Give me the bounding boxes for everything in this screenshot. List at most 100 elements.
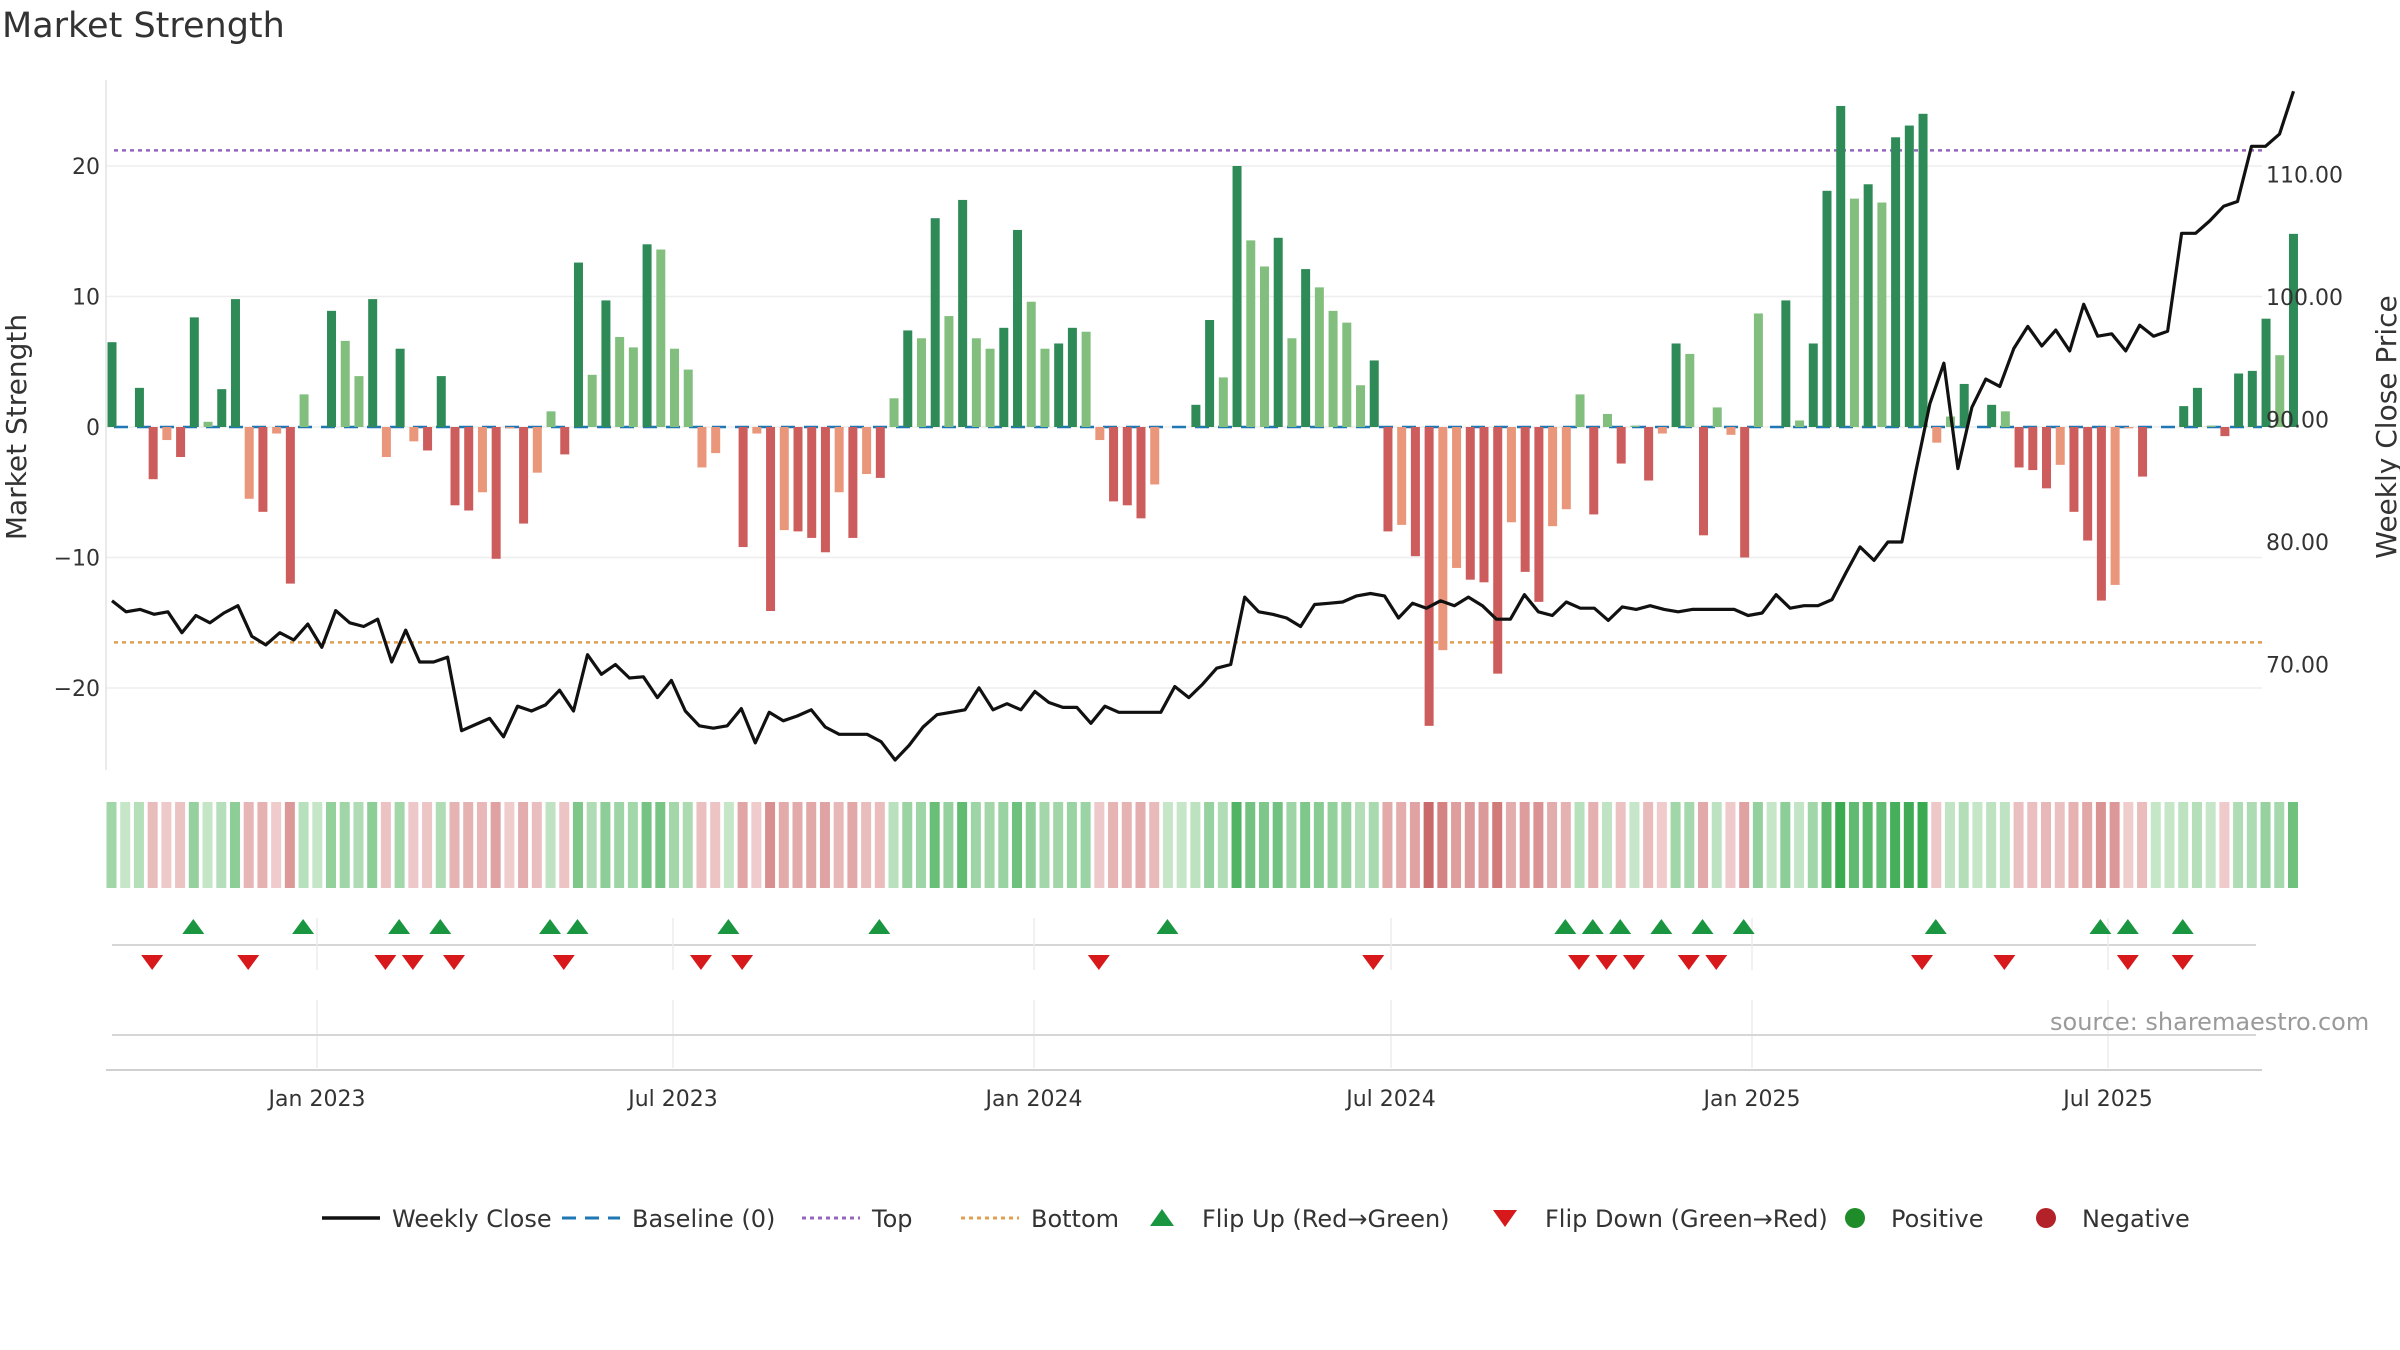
strength-bar xyxy=(505,427,515,429)
heatmap-cell xyxy=(133,802,144,888)
heatmap-cell xyxy=(1533,802,1544,888)
heatmap-cell xyxy=(998,802,1009,888)
heatmap-cell xyxy=(1629,802,1640,888)
heatmap-cell xyxy=(1739,802,1750,888)
strength-bar xyxy=(134,387,144,427)
heatmap-cell xyxy=(847,802,858,888)
legend-swatch-dot xyxy=(1845,1208,1865,1228)
flip-down-marker xyxy=(1677,955,1700,970)
strength-bar xyxy=(999,327,1009,427)
x-axis: Jan 2023 Jul 2023 Jan 2024 Jul 2024 Jan 2025… xyxy=(106,1000,2262,1112)
flip-markers xyxy=(112,918,2256,970)
heatmap-cell xyxy=(1300,802,1311,888)
heatmap-cell xyxy=(2054,802,2065,888)
strength-bar xyxy=(1685,353,1695,427)
flip-down-marker xyxy=(552,955,575,970)
heatmap-cell xyxy=(1382,802,1393,888)
flip-down-marker xyxy=(1993,955,2016,970)
heatmap-cell xyxy=(2109,802,2120,888)
y-right-tick-label: 100.00 xyxy=(2266,286,2343,311)
heatmap-cell xyxy=(696,802,707,888)
strength-bar xyxy=(2206,425,2216,427)
strength-bar xyxy=(244,427,254,499)
legend-item: Negative xyxy=(2036,1205,2190,1233)
strength-bar xyxy=(2288,233,2298,427)
heatmap-cell xyxy=(490,802,501,888)
y-left-tick-label: 0 xyxy=(86,416,100,441)
y-right-tick-label: 90.00 xyxy=(2266,409,2329,434)
heatmap-cell xyxy=(435,802,446,888)
strength-bar xyxy=(1136,427,1146,519)
heatmap-cell xyxy=(1848,802,1859,888)
strength-bar xyxy=(1246,240,1256,427)
right-axis: 70.00 80.00 90.00 100.00 110.00 Weekly Close … xyxy=(2266,164,2400,679)
heatmap-cell xyxy=(1478,802,1489,888)
strength-bar xyxy=(1259,266,1269,427)
heatmap-cell xyxy=(2164,802,2175,888)
heatmap-cell xyxy=(874,802,885,888)
heatmap-cell xyxy=(765,802,776,888)
strength-bar xyxy=(916,338,926,427)
heatmap-cell xyxy=(1505,802,1516,888)
heatmap-cell xyxy=(1903,802,1914,888)
strength-bar xyxy=(1836,105,1846,427)
flip-down-marker xyxy=(1362,955,1385,970)
strength-bar xyxy=(656,249,666,427)
strength-bar xyxy=(491,427,501,559)
strength-bar xyxy=(2055,427,2065,465)
heatmap-cell xyxy=(1108,802,1119,888)
strength-bar xyxy=(272,427,282,434)
strength-bar xyxy=(1054,343,1064,427)
flip-up-marker xyxy=(868,919,891,934)
strength-bar xyxy=(1575,394,1585,427)
strength-bar xyxy=(1822,190,1832,427)
heatmap-cell xyxy=(1286,802,1297,888)
strength-bar xyxy=(766,427,776,612)
heatmap-cell xyxy=(120,802,131,888)
x-tick-label: Jan 2025 xyxy=(1702,1087,1801,1112)
strength-bar xyxy=(1493,427,1503,674)
heatmap-cell xyxy=(394,802,405,888)
flip-up-marker xyxy=(1650,919,1673,934)
strength-bar xyxy=(1465,427,1475,580)
strength-bar xyxy=(615,336,625,427)
heatmap-cell xyxy=(902,802,913,888)
flip-down-marker xyxy=(1911,955,1934,970)
x-tick-label: Jul 2023 xyxy=(626,1087,718,1112)
strength-bar xyxy=(1356,385,1366,427)
heatmap-cell xyxy=(1821,802,1832,888)
legend-item: Flip Down (Green→Red) xyxy=(1493,1205,1828,1233)
heatmap-cell xyxy=(408,802,419,888)
heatmap-cell xyxy=(1725,802,1736,888)
heatmap-cell xyxy=(1601,802,1612,888)
heatmap-cell xyxy=(1574,802,1585,888)
heatmap-cell xyxy=(957,802,968,888)
strength-bar xyxy=(258,427,268,512)
y-right-axis-title: Weekly Close Price xyxy=(2370,295,2400,558)
heatmap-cell xyxy=(1698,802,1709,888)
heatmap-cell xyxy=(1396,802,1407,888)
heatmap-cell xyxy=(792,802,803,888)
strength-bars xyxy=(107,105,2298,726)
heatmap-cell xyxy=(2027,802,2038,888)
flip-up-marker xyxy=(1609,919,1632,934)
heatmap-cell xyxy=(504,802,515,888)
strength-bar xyxy=(848,427,858,538)
strength-bar xyxy=(1081,331,1091,427)
legend-item: Top xyxy=(802,1205,913,1233)
chart-title: Market Strength xyxy=(2,6,285,46)
strength-bar xyxy=(1026,301,1036,427)
heatmap-cell xyxy=(806,802,817,888)
flip-down-marker xyxy=(2171,955,2194,970)
flip-down-marker xyxy=(374,955,397,970)
heatmap-cell xyxy=(463,802,474,888)
heatmap-cell xyxy=(476,802,487,888)
strength-bar xyxy=(1328,310,1338,427)
heatmap-cell xyxy=(1780,802,1791,888)
flip-up-marker xyxy=(1554,919,1577,934)
heatmap-cell xyxy=(367,802,378,888)
heatmap-cell xyxy=(1355,802,1366,888)
strength-bar xyxy=(2247,370,2257,427)
strength-bar xyxy=(436,376,446,427)
strength-bar xyxy=(958,199,968,427)
